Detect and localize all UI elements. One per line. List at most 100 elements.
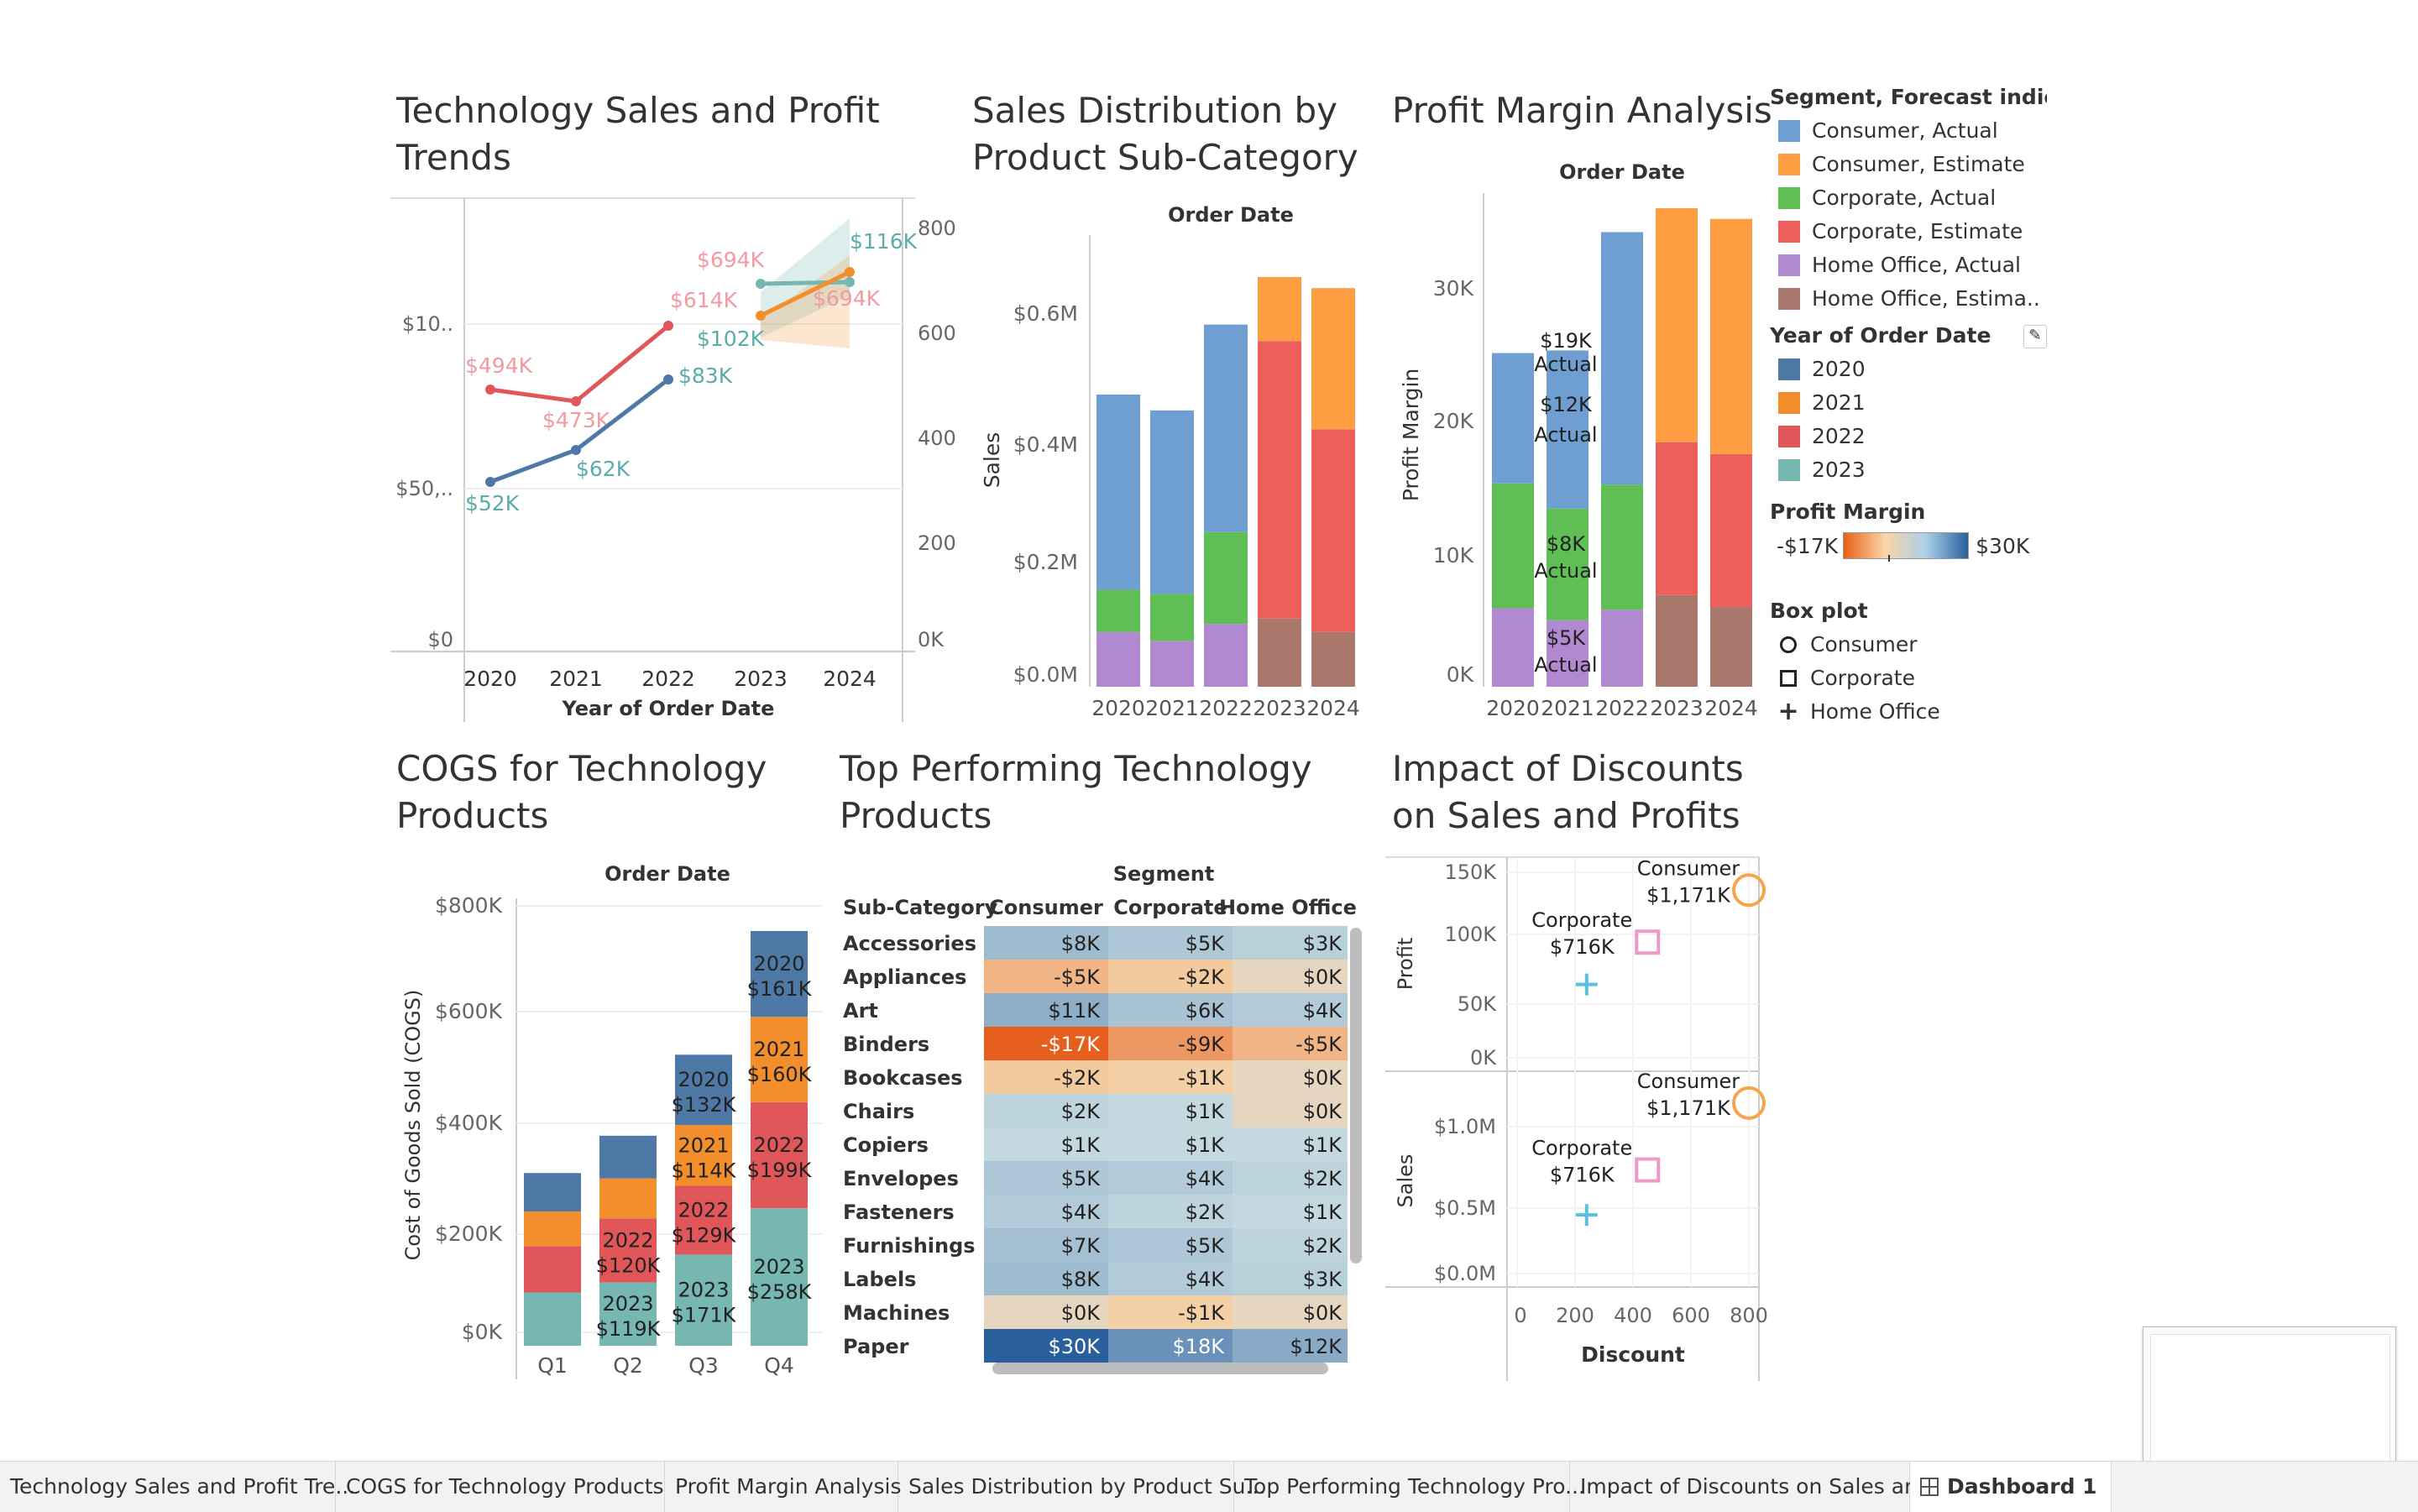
heatmap-cell[interactable]	[984, 1027, 1108, 1060]
trend-point[interactable]	[663, 374, 673, 385]
heatmap-cell[interactable]	[1108, 1195, 1233, 1228]
heatmap-cell[interactable]	[984, 1094, 1108, 1127]
consumer-point[interactable]	[1732, 873, 1766, 908]
heatmap-cell[interactable]	[984, 1295, 1108, 1329]
table-row[interactable]: Labels $8K $4K $3K	[843, 1262, 1350, 1295]
heatmap-cell[interactable]	[984, 1161, 1108, 1195]
heatmap-cell[interactable]	[984, 1228, 1108, 1262]
bar-segment[interactable]	[1096, 631, 1140, 687]
bar-segment[interactable]	[1204, 531, 1248, 625]
segment-legend-item[interactable]: Home Office, Actual	[1770, 249, 2047, 282]
bar-segment[interactable]	[524, 1246, 581, 1293]
bar-segment[interactable]	[1547, 620, 1588, 687]
bar-segment[interactable]	[1311, 631, 1355, 687]
sheet-tab[interactable]: COGS for Technology Products	[336, 1462, 665, 1512]
bar-segment[interactable]	[1601, 610, 1643, 687]
bar-segment[interactable]	[751, 1208, 808, 1346]
heatmap-cell[interactable]	[984, 1060, 1108, 1094]
heatmap-cell[interactable]	[1233, 1127, 1350, 1161]
trend-point[interactable]	[663, 321, 673, 331]
bar-segment[interactable]	[675, 1125, 732, 1186]
segment-legend-item[interactable]: Consumer, Actual	[1770, 114, 2047, 148]
bar-segment[interactable]	[1710, 218, 1752, 454]
heatmap-cell[interactable]	[1233, 1094, 1350, 1127]
bar-segment[interactable]	[599, 1218, 657, 1283]
sheet-tab[interactable]: Sales Distribution by Product Su...	[898, 1462, 1265, 1512]
edit-icon[interactable]: ✎	[2023, 325, 2047, 348]
dashboard-tab[interactable]: Dashboard 1	[1910, 1462, 2112, 1512]
box-plot-legend-item[interactable]: Consumer	[1770, 628, 2047, 662]
corporate-point[interactable]	[1635, 929, 1661, 955]
heatmap-cell[interactable]	[984, 993, 1108, 1027]
segment-legend-item[interactable]: Corporate, Estimate	[1770, 215, 2047, 249]
table-row[interactable]: Art $11K $6K $4K	[843, 993, 1350, 1027]
trend-point[interactable]	[485, 477, 495, 487]
discount-chart[interactable]: 150K 100K 50K 0K Profit Consumer $1,171K Corpor…	[1381, 852, 1767, 1381]
heatmap-cell[interactable]	[1233, 1027, 1350, 1060]
heatmap-cell[interactable]	[984, 960, 1108, 993]
bar-segment[interactable]	[675, 1254, 732, 1346]
year-legend-item[interactable]: 2020	[1770, 353, 2047, 386]
heatmap-cell[interactable]	[1108, 1094, 1233, 1127]
table-row[interactable]: Paper $30K $18K $12K	[843, 1329, 1350, 1363]
heatmap-cell[interactable]	[984, 1195, 1108, 1228]
table-row[interactable]: Bookcases -$2K -$1K $0K	[843, 1060, 1350, 1094]
bar-segment[interactable]	[1311, 429, 1355, 632]
sheet-tab[interactable]: Technology Sales and Profit Tre...	[0, 1462, 355, 1512]
heatmap-cell[interactable]	[984, 926, 1108, 960]
heatmap-cell[interactable]	[1233, 993, 1350, 1027]
bar-segment[interactable]	[599, 1282, 657, 1346]
heatmap-cell[interactable]	[1108, 1127, 1233, 1161]
bar-segment[interactable]	[1601, 484, 1643, 610]
bar-segment[interactable]	[524, 1292, 581, 1347]
heatmap-cell[interactable]	[1108, 993, 1233, 1027]
heatmap-cell[interactable]	[1108, 960, 1233, 993]
table-row[interactable]: Machines $0K -$1K $0K	[843, 1295, 1350, 1329]
trend-point[interactable]	[571, 396, 581, 406]
trend-point[interactable]	[485, 385, 495, 395]
heatmap-cell[interactable]	[1233, 1262, 1350, 1295]
bar-segment[interactable]	[1311, 288, 1355, 430]
bar-segment[interactable]	[1492, 483, 1534, 609]
heatmap-cell[interactable]	[984, 1262, 1108, 1295]
heatmap-cell[interactable]	[1108, 1161, 1233, 1195]
box-plot-legend-item[interactable]: Corporate	[1770, 662, 2047, 695]
home-office-point[interactable]	[1575, 1204, 1598, 1227]
heatmap-cell[interactable]	[1108, 1027, 1233, 1060]
bar-segment[interactable]	[599, 1135, 657, 1179]
segment-legend-item[interactable]: Home Office, Estima..	[1770, 282, 2047, 316]
bar-segment[interactable]	[1656, 594, 1698, 687]
table-row[interactable]: Accessories $8K $5K $3K	[843, 926, 1350, 960]
table-row[interactable]: Chairs $2K $1K $0K	[843, 1094, 1350, 1127]
segment-legend-item[interactable]: Consumer, Estimate	[1770, 148, 2047, 181]
sheet-tab[interactable]: Impact of Discounts on Sales an...	[1570, 1462, 1938, 1512]
sheet-tab[interactable]: Profit Margin Analysis	[665, 1462, 902, 1512]
bar-segment[interactable]	[1547, 350, 1588, 509]
table-row[interactable]: Binders -$17K -$9K -$5K	[843, 1027, 1350, 1060]
segment-legend-item[interactable]: Corporate, Actual	[1770, 181, 2047, 215]
box-plot-legend-item[interactable]: + Home Office	[1770, 695, 2047, 729]
heatmap-cell[interactable]	[1108, 1295, 1233, 1329]
bar-segment[interactable]	[751, 1017, 808, 1102]
trends-chart[interactable]: $10.. $50,.. $0 800K 600K 400K 200K 0K 2020 2021 2…	[386, 193, 957, 722]
bar-segment[interactable]	[1710, 453, 1752, 607]
bar-segment[interactable]	[1710, 607, 1752, 687]
corporate-point[interactable]	[1635, 1157, 1661, 1183]
trend-point[interactable]	[756, 279, 766, 289]
cogs-chart[interactable]: Order Date $800K $600K $400K $200K $0K Cost of…	[395, 852, 831, 1389]
heatmap-cell[interactable]	[1108, 1228, 1233, 1262]
heatmap-cell[interactable]	[1108, 1329, 1233, 1363]
bar-segment[interactable]	[524, 1173, 581, 1211]
bar-segment[interactable]	[675, 1054, 732, 1126]
trend-point[interactable]	[571, 445, 581, 455]
heatmap-cell[interactable]	[1108, 926, 1233, 960]
heatmap-cell[interactable]	[1233, 1060, 1350, 1094]
bar-segment[interactable]	[1547, 508, 1588, 620]
year-legend-item[interactable]: 2023	[1770, 453, 2047, 487]
table-row[interactable]: Furnishings $7K $5K $2K	[843, 1228, 1350, 1262]
heatmap-cell[interactable]	[984, 1127, 1108, 1161]
bar-segment[interactable]	[1258, 341, 1301, 619]
year-legend-item[interactable]: 2022	[1770, 420, 2047, 453]
